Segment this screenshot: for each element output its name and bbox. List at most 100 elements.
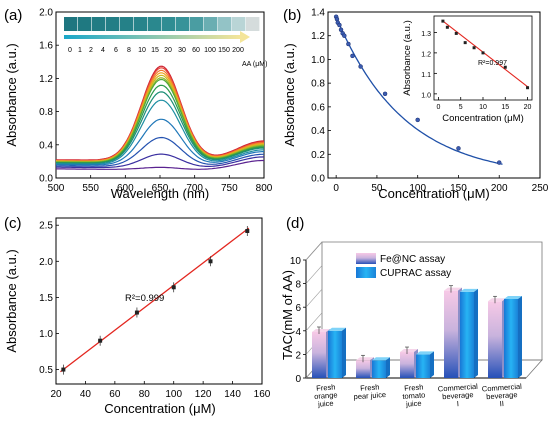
panel-d-label: (d) <box>286 215 304 232</box>
inset-data-point <box>503 65 507 69</box>
panel-d-legend: Fe@NC assay CUPRAC assay <box>356 253 451 279</box>
strip-value-label: 30 <box>178 47 186 54</box>
strip-cell <box>162 17 176 31</box>
b-x-tick-label: 0 <box>333 183 339 194</box>
inset-x-tick-label: 15 <box>501 104 509 111</box>
bar-top-face <box>460 288 478 292</box>
panel-c-y-label: Absorbance (a.u.) <box>4 249 19 352</box>
b-x-tick-label: 200 <box>491 183 508 194</box>
bar-side-face <box>430 351 434 378</box>
d-y-tick-label: 10 <box>290 256 302 267</box>
category-label: Fresh <box>316 382 336 392</box>
c-y-tick-label: 1.5 <box>39 293 53 304</box>
c-x-tick-label: 20 <box>50 389 62 400</box>
strip-cell <box>218 17 232 31</box>
inset-y-tick-label: 1.1 <box>421 72 431 79</box>
bar <box>328 330 342 378</box>
b-x-tick-label: 150 <box>450 183 467 194</box>
strip-cell <box>232 17 246 31</box>
d-y-tick-label: 2 <box>295 350 301 361</box>
bar <box>444 290 458 378</box>
panel-a-y-ticks: 0.0 0.4 0.8 1.2 1.6 2.0 <box>39 8 59 185</box>
c-x-tick-label: 80 <box>139 389 151 400</box>
bar-top-face <box>356 357 374 361</box>
strip-value-label: 0 <box>68 47 72 54</box>
gridline-depth <box>305 265 323 284</box>
strip-cell <box>246 17 260 31</box>
a-x-tick-label: 650 <box>152 183 169 194</box>
inset-y-tick-label: 1.2 <box>421 51 431 58</box>
strip-value-label: 150 <box>218 47 230 54</box>
panel-b-label: (b) <box>283 7 301 24</box>
b-x-tick-label: 100 <box>409 183 426 194</box>
bar-side-face <box>386 357 390 378</box>
panel-c-r2-annotation: R²=0.999 <box>125 293 164 304</box>
category-label: orange <box>314 390 338 401</box>
strip-value-label: 4 <box>101 47 105 54</box>
gradient-arrow <box>64 31 250 43</box>
data-point <box>382 91 388 97</box>
arrow-shaft <box>64 35 240 39</box>
strip-value-label: 10 <box>138 47 146 54</box>
legend-label-fe-nc: Fe@NC assay <box>380 254 445 265</box>
a-y-tick-label: 1.2 <box>39 74 53 85</box>
d-y-tick-label: 0 <box>295 374 301 385</box>
bar-top-face <box>416 351 434 355</box>
data-point <box>350 53 355 59</box>
bar <box>488 301 502 378</box>
panel-b-y-ticks: 0.0 0.2 0.4 0.6 0.8 1.0 1.2 1.4 <box>311 8 331 185</box>
panel-d-bars <box>312 285 522 378</box>
a-y-tick-label: 0.8 <box>39 107 53 118</box>
inset-x-label: Concentration (μM) <box>442 113 524 124</box>
b-x-tick-label: 50 <box>371 183 383 194</box>
panel-b-x-label: Concentration (μM) <box>378 186 490 201</box>
data-point <box>98 338 103 343</box>
panel-a-label: (a) <box>4 7 22 24</box>
inset-fit-line <box>442 20 528 88</box>
strip-value-label: 60 <box>192 47 200 54</box>
c-y-tick-label: 2.0 <box>39 257 53 268</box>
panel-c-fit-line <box>60 227 250 373</box>
spectrum-line <box>56 159 264 170</box>
d-y-tick-label: 8 <box>295 280 301 291</box>
category-label: Fresh <box>360 382 380 392</box>
c-y-tick-label: 1.0 <box>39 329 53 340</box>
panel-b-fit-curve <box>335 16 503 165</box>
bar-side-face <box>342 327 346 378</box>
bar <box>416 354 430 378</box>
strip-value-label: 20 <box>164 47 172 54</box>
data-point <box>338 27 344 33</box>
c-x-tick-label: 160 <box>254 389 271 400</box>
data-point <box>134 310 139 315</box>
spectra-series <box>55 65 265 170</box>
data-point <box>415 117 420 123</box>
strip-value-label: 1 <box>78 47 82 54</box>
strip-value-label: 200 <box>232 47 244 54</box>
a-x-tick-label: 600 <box>117 183 134 194</box>
strip-value-label: 6 <box>114 47 118 54</box>
bar <box>504 298 518 378</box>
gridline-depth <box>305 312 323 331</box>
d-y-tick-label: 6 <box>295 303 301 314</box>
b-y-tick-label: 0.2 <box>311 150 325 161</box>
category-label: Fresh <box>404 382 424 392</box>
bar-top-face <box>400 349 418 353</box>
spectrum-line <box>56 99 265 165</box>
category-label: II <box>499 399 504 408</box>
panel-b-points <box>333 14 502 165</box>
strip-cell <box>148 17 162 31</box>
a-x-tick-label: 500 <box>48 183 65 194</box>
panel-b-calibration-chart: (b) 0 50 100 150 200 250 0.00.20.40.60.81.01.… <box>282 7 549 201</box>
bar <box>312 331 326 378</box>
category-label: pear juice <box>353 390 386 401</box>
inset-data-point <box>454 31 458 35</box>
strip-cell <box>106 17 120 31</box>
a-y-tick-label: 0.0 <box>39 174 53 185</box>
legend-label-cuprac: CUPRAC assay <box>380 268 451 279</box>
strip-cell <box>176 17 190 31</box>
c-x-tick-label: 120 <box>195 389 212 400</box>
b-y-tick-label: 0.6 <box>311 102 325 113</box>
spectrum-line <box>56 91 264 164</box>
panel-d-y-label: TAC(mM of AA) <box>280 270 295 360</box>
